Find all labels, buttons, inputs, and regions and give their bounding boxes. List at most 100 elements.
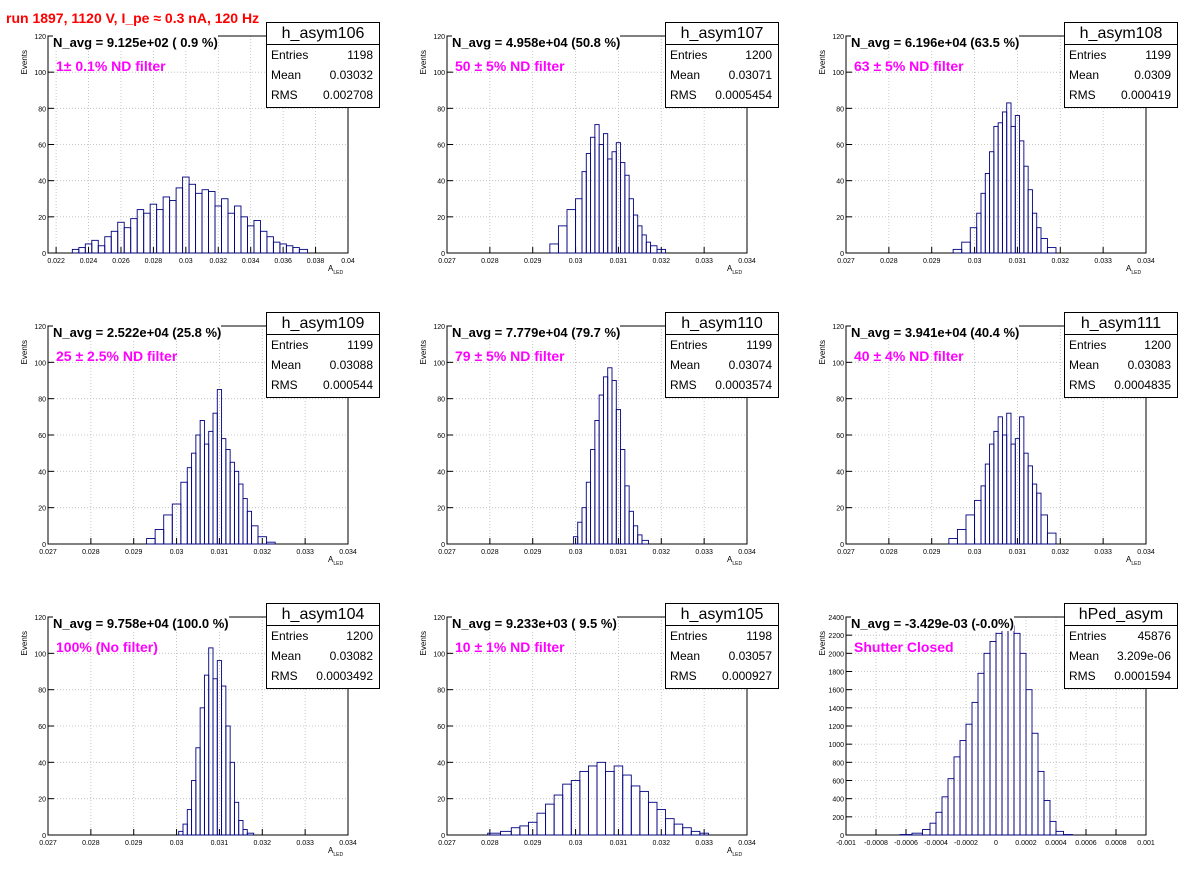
histogram-bin	[590, 449, 596, 545]
stats-label-rms: RMS	[271, 378, 298, 392]
x-tick-label: -0.0008	[864, 840, 888, 847]
stats-label-mean: Mean	[670, 649, 701, 663]
histogram-bin	[221, 198, 229, 254]
histogram-bin	[1014, 115, 1021, 254]
x-tick-label: 0.032	[653, 549, 671, 556]
histogram-bin	[233, 801, 240, 836]
histogram-bin	[665, 818, 675, 836]
x-tick-label: 0.028	[481, 840, 499, 847]
histogram-bin	[628, 510, 634, 545]
histogram-bin	[233, 470, 240, 545]
histogram-bin	[974, 499, 982, 545]
x-tick-label: 0.034	[738, 549, 756, 556]
x-tick-label: 0.028	[880, 258, 898, 265]
histogram-panel-hPed_asym: -0.001 -0.0008 -0.0006 -0.0004 -0.0002 0 0.000…	[818, 615, 1155, 847]
y-tick-label: 400	[832, 797, 844, 804]
y-tick-label: 80	[437, 688, 445, 695]
x-tick-label: 0.027	[837, 549, 855, 556]
x-axis-label-sub: LED	[333, 270, 343, 276]
histogram-bin	[510, 827, 521, 836]
histogram-bin	[163, 514, 173, 545]
histogram-bin	[947, 778, 955, 836]
histogram-bin	[238, 820, 244, 836]
x-tick-label: 0.028	[481, 258, 499, 265]
stats-label-mean: Mean	[271, 649, 302, 663]
histogram-bin	[175, 187, 184, 254]
histogram-bin	[97, 245, 106, 254]
y-tick-label: 40	[38, 760, 46, 767]
y-axis-label: Events	[20, 340, 29, 364]
histogram-bin	[180, 481, 188, 545]
x-tick-label: 0	[994, 840, 998, 847]
stats-row-mean: Mean 0.03083	[1069, 355, 1171, 375]
histogram-bin	[136, 209, 145, 254]
stats-label-entries: Entries	[271, 629, 309, 643]
stats-title: hPed_asym	[1065, 604, 1177, 626]
x-tick-label: -0.0002	[954, 840, 978, 847]
histogram-bars	[178, 647, 255, 836]
histogram-bin	[162, 196, 171, 254]
stats-title: h_asym107	[666, 23, 778, 45]
histogram-bin	[1001, 434, 1008, 545]
y-axis-label: Events	[20, 631, 29, 655]
histogram-bin	[590, 136, 596, 254]
x-tick-label: 0.034	[242, 258, 260, 265]
histogram-bin	[699, 832, 709, 836]
histogram-bin	[598, 394, 604, 545]
histogram-bin	[941, 796, 949, 836]
x-axis-label-sub: LED	[1131, 561, 1141, 567]
histogram-bin	[156, 209, 164, 254]
histogram-bin	[1023, 452, 1029, 545]
histogram-bin	[1040, 238, 1048, 254]
histogram-bin	[611, 151, 617, 254]
histogram-bin	[690, 830, 701, 836]
histogram-bin	[500, 830, 512, 836]
stats-box: h_asym104 Entries 1200 Mean 0.03082 RMS 0.0003…	[266, 603, 380, 689]
histogram-bin	[1010, 125, 1016, 254]
stats-value-entries: 1199	[347, 338, 373, 352]
histogram-bin	[182, 823, 188, 836]
y-tick-label: 80	[38, 688, 46, 695]
x-tick-label: 0.028	[82, 840, 100, 847]
x-axis-label: ALED	[727, 264, 742, 276]
histogram-bin	[562, 783, 572, 836]
histogram-bars	[487, 761, 709, 836]
filter-label: Shutter Closed	[854, 639, 954, 655]
histogram-bin	[208, 191, 216, 254]
x-tick-label: 0.024	[80, 258, 98, 265]
y-tick-label: 20	[437, 797, 445, 804]
y-tick-label: 100	[34, 70, 46, 77]
histogram-bin	[123, 227, 132, 254]
histogram-bin	[630, 785, 641, 836]
y-axis-label: Events	[20, 50, 29, 74]
histogram-bin	[272, 241, 281, 254]
histogram-bin	[989, 641, 997, 836]
y-tick-label: 60	[836, 143, 844, 150]
y-tick-label: 200	[832, 815, 844, 822]
histogram-bin	[607, 367, 613, 545]
histogram-bin	[959, 740, 967, 836]
stats-row-rms: RMS 0.000419	[1069, 85, 1171, 105]
y-tick-label: 120	[433, 34, 445, 41]
y-tick-label: 100	[433, 70, 445, 77]
y-tick-label: 20	[38, 797, 46, 804]
histogram-bin	[965, 723, 973, 836]
y-axis-label: Events	[818, 631, 827, 655]
navg-label: N_avg = 3.941e+04 (40.4 %)	[851, 325, 1020, 340]
navg-label: N_avg = 9.758e+04 (100.0 %)	[53, 616, 229, 631]
x-tick-label: -0.001	[836, 840, 856, 847]
stats-row-entries: Entries 1198	[670, 626, 772, 646]
histogram-bin	[234, 205, 242, 254]
stats-label-entries: Entries	[1069, 48, 1107, 62]
stats-label-rms: RMS	[1069, 378, 1096, 392]
y-tick-label: 0	[42, 251, 46, 258]
histogram-bin	[240, 216, 248, 254]
y-tick-label: 80	[437, 106, 445, 113]
x-tick-label: 0.031	[1009, 258, 1027, 265]
x-tick-label: 0.0008	[1105, 840, 1127, 847]
x-tick-label: 0.03	[170, 840, 184, 847]
stats-label-mean: Mean	[670, 68, 701, 82]
stats-row-mean: Mean 3.209e-06	[1069, 646, 1171, 666]
stats-box: hPed_asym Entries 45876 Mean 3.209e-06 RMS 0.0…	[1064, 603, 1178, 689]
x-axis-label-sub: LED	[333, 852, 343, 858]
